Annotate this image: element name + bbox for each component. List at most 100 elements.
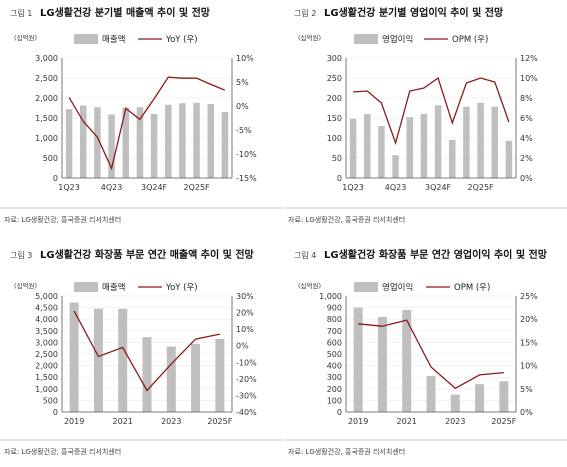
chart-panel-1: 그림 1 LG생활건강 분기별 매출액 추이 및 전망 (십억원) 매출액 Yo… — [0, 0, 283, 233]
y-right-tick-label: 20% — [520, 315, 538, 324]
y-right-tick-label: 5% — [520, 385, 533, 394]
bar — [93, 308, 103, 412]
y-left-tick-label: 200 — [327, 94, 342, 103]
y-right-tick-label: 10% — [520, 362, 538, 371]
legend-line-label: OPM (우) — [452, 35, 488, 45]
y-left-tick-label: 300 — [327, 373, 342, 382]
x-tick-label: 2019 — [64, 417, 84, 426]
y-left-tick-label: 2,000 — [35, 94, 58, 103]
bar — [94, 107, 101, 178]
y-left-tick-label: 400 — [327, 362, 342, 371]
bar — [165, 104, 172, 178]
legend-line-label: YoY (우) — [165, 283, 198, 293]
y-right-tick-label: -5% — [236, 126, 252, 135]
bar — [420, 114, 428, 178]
y-left-tick-label: 2,500 — [35, 74, 58, 83]
plot-area: 0 50 100 150 200 250 300 0% 2% 4% 6% 8% 10% 12% 1Q23 4Q… — [327, 54, 538, 192]
figure-number: 그림 1 — [10, 8, 32, 18]
x-tick-label: 2021 — [397, 417, 417, 426]
x-tick-label: 2021 — [113, 417, 133, 426]
y-left-tick-label: 1,000 — [35, 134, 58, 143]
y-left-tick-label: 2,500 — [35, 350, 58, 359]
bar — [505, 140, 513, 178]
y-right-tick-label: 10% — [520, 74, 538, 83]
bar — [69, 302, 79, 412]
y-right-tick-label: -30% — [236, 391, 257, 400]
bar — [166, 346, 176, 412]
chart-svg-4: 그림 4 LG생활건강 화장품 부문 연간 영업이익 추이 및 전망 (십억원)… — [284, 248, 567, 456]
y-left-tick-label: 300 — [327, 54, 342, 63]
y-left-tick-label: 250 — [327, 74, 342, 83]
chart-title: LG생활건강 화장품 부문 연간 영업이익 추이 및 전망 — [324, 248, 548, 261]
y-right-tick-label: 30% — [236, 292, 254, 301]
y-left-tick-label: 150 — [327, 114, 342, 123]
x-tick-label: 2025F — [207, 417, 232, 426]
y-left-tick-label: 5,000 — [35, 292, 58, 301]
x-tick-label: 4Q23 — [385, 183, 407, 192]
y-right-tick-label: 0% — [520, 174, 533, 183]
x-tick-label: 1Q23 — [342, 183, 364, 192]
y-right-tick-label: 12% — [520, 54, 538, 63]
y-left-tick-label: 4,500 — [35, 304, 58, 313]
chart-svg-2: 그림 2 LG생활건강 분기별 영업이익 추이 및 전망 (십억원) 영업이익 … — [284, 6, 567, 224]
y-right-tick-label: 5% — [236, 78, 249, 87]
bar — [450, 394, 460, 412]
y-left-tick-label: 1,500 — [35, 114, 58, 123]
y-right-tick-label: 2% — [520, 154, 533, 163]
bar — [193, 102, 200, 178]
bar — [136, 107, 144, 178]
bar — [377, 316, 387, 412]
legend-bar-label: 매출액 — [102, 34, 125, 45]
legend-line-label: OPM (우) — [454, 283, 490, 293]
y-left-tick-label: 3,000 — [35, 338, 58, 347]
unit-label: (십억원) — [14, 33, 37, 42]
bar — [349, 118, 357, 178]
x-tick-label: 1Q23 — [58, 183, 80, 192]
y-left-tick-label: 100 — [327, 396, 342, 405]
y-left-tick-label: 500 — [327, 350, 342, 359]
y-left-tick-label: 50 — [332, 154, 342, 163]
unit-label: (십억원) — [14, 281, 37, 290]
y-right-tick-label: 0% — [520, 408, 533, 417]
bar — [475, 384, 485, 412]
source-note: 자료: LG생활건강, 흥국증권 리서치센터 — [4, 447, 121, 456]
y-right-tick-label: 0% — [236, 102, 249, 111]
plot-area: 0 500 1,000 1,500 2,000 2,500 3,000 -15% -10% -5%… — [35, 54, 257, 192]
unit-label: (십억원) — [298, 281, 321, 290]
x-tick-label: 2025F — [491, 417, 516, 426]
source-note: 자료: LG생활건강, 흥국증권 리서치센터 — [288, 215, 405, 224]
bar — [364, 114, 371, 178]
bar — [463, 106, 470, 178]
x-tick-label: 3Q24F — [141, 183, 168, 192]
bar — [477, 102, 484, 178]
y-left-tick-label: 4,000 — [35, 315, 58, 324]
legend-bar-swatch — [354, 34, 378, 44]
bar — [191, 343, 201, 412]
y-right-tick-label: -10% — [236, 150, 257, 159]
bar — [406, 117, 413, 178]
chart-svg-3: 그림 3 LG생활건강 화장품 부문 연간 매출액 추이 및 전망 (십억원) … — [0, 248, 283, 456]
y-left-tick-label: 600 — [327, 338, 342, 347]
bar — [449, 140, 456, 178]
line-series — [358, 319, 504, 390]
x-tick-label: 2019 — [348, 417, 368, 426]
bar — [392, 155, 399, 178]
y-right-tick-label: 20% — [236, 309, 254, 318]
bar — [122, 107, 129, 178]
unit-label: (십억원) — [298, 33, 321, 42]
y-right-tick-label: 8% — [520, 94, 533, 103]
chart-title: LG생활건강 분기별 영업이익 추이 및 전망 — [324, 6, 504, 19]
y-left-tick-label: 0 — [53, 408, 58, 417]
bar — [142, 337, 152, 412]
y-left-tick-label: 800 — [327, 315, 342, 324]
source-note: 자료: LG생활건강, 흥국증권 리서치센터 — [288, 447, 405, 456]
plot-area: 0 500 1,000 1,500 2,000 2,500 3,000 3,500 4,000 4… — [35, 292, 257, 426]
y-left-tick-label: 0 — [337, 408, 342, 417]
y-right-tick-label: 25% — [520, 292, 538, 301]
bar — [378, 126, 385, 178]
y-left-tick-label: 1,000 — [35, 385, 58, 394]
y-right-tick-label: 0% — [236, 342, 249, 351]
y-right-tick-label: -40% — [236, 408, 257, 417]
bar — [118, 308, 128, 412]
source-note: 자료: LG생활건강, 흥국증권 리서치센터 — [4, 215, 121, 224]
